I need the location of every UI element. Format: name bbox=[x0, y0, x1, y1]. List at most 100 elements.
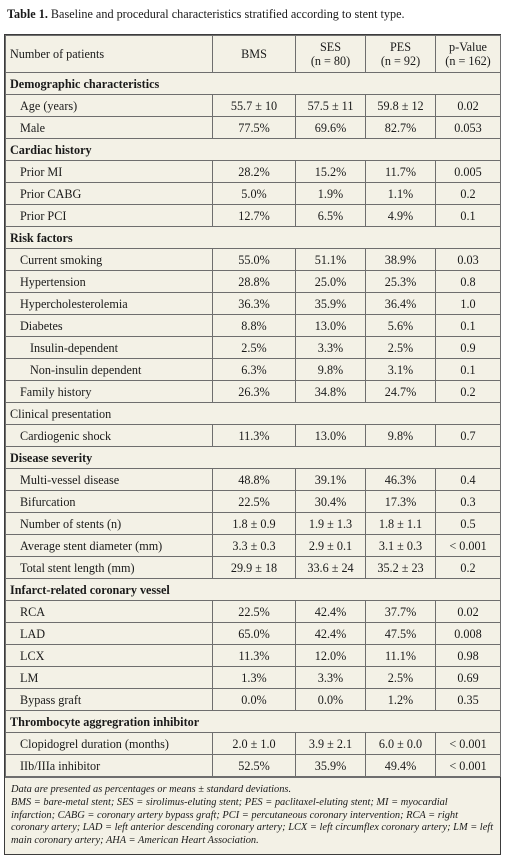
header-bms: BMS bbox=[212, 35, 296, 73]
cell-pes: 4.9% bbox=[365, 204, 436, 227]
section-label: Cardiac history bbox=[5, 138, 501, 161]
cell-p-value: 0.7 bbox=[435, 424, 501, 447]
cell-ses: 33.6 ± 24 bbox=[295, 556, 366, 579]
header-pes-name: PES bbox=[389, 40, 411, 54]
cell-pes: 49.4% bbox=[365, 754, 436, 777]
cell-pes: 11.1% bbox=[365, 644, 436, 667]
cell-ses: 30.4% bbox=[295, 490, 366, 513]
table-row: Current smoking 55.0% 51.1% 38.9% 0.03 bbox=[5, 248, 501, 271]
row-label: Multi-vessel disease bbox=[5, 468, 213, 491]
header-p-value-name: p-Value bbox=[449, 40, 487, 54]
cell-bms: 65.0% bbox=[212, 622, 296, 645]
table-row: Age (years) 55.7 ± 10 57.5 ± 11 59.8 ± 12 0.… bbox=[5, 94, 501, 117]
row-label: Prior PCI bbox=[5, 204, 213, 227]
cell-pes: 59.8 ± 12 bbox=[365, 94, 436, 117]
cell-bms: 22.5% bbox=[212, 490, 296, 513]
cell-pes: 9.8% bbox=[365, 424, 436, 447]
cell-bms: 55.7 ± 10 bbox=[212, 94, 296, 117]
cell-bms: 77.5% bbox=[212, 116, 296, 139]
table-notes: Data are presented as percentages or mea… bbox=[5, 777, 500, 854]
row-label: Prior MI bbox=[5, 160, 213, 183]
table-row: Number of stents (n) 1.8 ± 0.9 1.9 ± 1.3 1.… bbox=[5, 512, 501, 535]
row-label: Average stent diameter (mm) bbox=[5, 534, 213, 557]
row-label: LM bbox=[5, 666, 213, 689]
cell-p-value: 0.2 bbox=[435, 556, 501, 579]
row-label: IIb/IIIa inhibitor bbox=[5, 754, 213, 777]
section-label: Risk factors bbox=[5, 226, 501, 249]
cell-pes: 35.2 ± 23 bbox=[365, 556, 436, 579]
cell-ses: 9.8% bbox=[295, 358, 366, 381]
section-row: Demographic characteristics bbox=[5, 72, 501, 95]
section-label: Disease severity bbox=[5, 446, 501, 469]
table-row: Diabetes 8.8% 13.0% 5.6% 0.1 bbox=[5, 314, 501, 337]
cell-pes: 6.0 ± 0.0 bbox=[365, 732, 436, 755]
cell-ses: 42.4% bbox=[295, 600, 366, 623]
cell-bms: 3.3 ± 0.3 bbox=[212, 534, 296, 557]
cell-p-value: 0.2 bbox=[435, 380, 501, 403]
cell-pes: 37.7% bbox=[365, 600, 436, 623]
notes-line-2: BMS = bare-metal stent; SES = sirolimus-… bbox=[11, 796, 494, 847]
cell-pes: 5.6% bbox=[365, 314, 436, 337]
cell-bms: 8.8% bbox=[212, 314, 296, 337]
notes-line-1: Data are presented as percentages or mea… bbox=[11, 784, 292, 795]
header-p-value-n: (n = 162) bbox=[445, 54, 491, 68]
header-ses-n: (n = 80) bbox=[310, 54, 351, 68]
cell-ses: 6.5% bbox=[295, 204, 366, 227]
table-row: Hypertension 28.8% 25.0% 25.3% 0.8 bbox=[5, 270, 501, 293]
cell-bms: 36.3% bbox=[212, 292, 296, 315]
cell-p-value: 0.008 bbox=[435, 622, 501, 645]
section-label: Clinical presentation bbox=[5, 402, 501, 425]
cell-ses: 1.9% bbox=[295, 182, 366, 205]
header-ses-name: SES bbox=[319, 40, 341, 54]
table-body: Demographic characteristics Age (years) 55… bbox=[5, 72, 501, 777]
cell-p-value: 0.9 bbox=[435, 336, 501, 359]
cell-ses: 39.1% bbox=[295, 468, 366, 491]
header-ses: SES (n = 80) bbox=[295, 35, 366, 73]
row-label: Male bbox=[5, 116, 213, 139]
section-row: Infarct-related coronary vessel bbox=[5, 578, 501, 601]
cell-ses: 3.9 ± 2.1 bbox=[295, 732, 366, 755]
cell-p-value: 0.005 bbox=[435, 160, 501, 183]
row-label: LAD bbox=[5, 622, 213, 645]
table-header-row: Number of patients BMS SES (n = 80) PES (n… bbox=[5, 35, 501, 73]
cell-pes: 46.3% bbox=[365, 468, 436, 491]
row-label: Number of stents (n) bbox=[5, 512, 213, 535]
table-row: LAD 65.0% 42.4% 47.5% 0.008 bbox=[5, 622, 501, 645]
cell-bms: 6.3% bbox=[212, 358, 296, 381]
cell-ses: 0.0% bbox=[295, 688, 366, 711]
cell-p-value: 0.03 bbox=[435, 248, 501, 271]
cell-p-value: 0.02 bbox=[435, 94, 501, 117]
table-row: Cardiogenic shock 11.3% 13.0% 9.8% 0.7 bbox=[5, 424, 501, 447]
cell-pes: 24.7% bbox=[365, 380, 436, 403]
table-row: Family history 26.3% 34.8% 24.7% 0.2 bbox=[5, 380, 501, 403]
table-row: IIb/IIIa inhibitor 52.5% 35.9% 49.4% < 0.001 bbox=[5, 754, 501, 777]
row-label: Current smoking bbox=[5, 248, 213, 271]
cell-ses: 69.6% bbox=[295, 116, 366, 139]
cell-ses: 51.1% bbox=[295, 248, 366, 271]
cell-ses: 42.4% bbox=[295, 622, 366, 645]
cell-pes: 36.4% bbox=[365, 292, 436, 315]
cell-pes: 2.5% bbox=[365, 666, 436, 689]
table-row: LM 1.3% 3.3% 2.5% 0.69 bbox=[5, 666, 501, 689]
cell-bms: 26.3% bbox=[212, 380, 296, 403]
cell-ses: 3.3% bbox=[295, 666, 366, 689]
section-label: Thrombocyte aggregration inhibitor bbox=[5, 710, 501, 733]
table-row: Prior CABG 5.0% 1.9% 1.1% 0.2 bbox=[5, 182, 501, 205]
cell-pes: 82.7% bbox=[365, 116, 436, 139]
cell-p-value: 0.2 bbox=[435, 182, 501, 205]
cell-ses: 13.0% bbox=[295, 314, 366, 337]
cell-ses: 34.8% bbox=[295, 380, 366, 403]
cell-ses: 12.0% bbox=[295, 644, 366, 667]
row-label: Cardiogenic shock bbox=[5, 424, 213, 447]
header-p-value: p-Value (n = 162) bbox=[435, 35, 501, 73]
cell-pes: 1.1% bbox=[365, 182, 436, 205]
section-row: Risk factors bbox=[5, 226, 501, 249]
cell-bms: 1.3% bbox=[212, 666, 296, 689]
cell-p-value: 0.8 bbox=[435, 270, 501, 293]
table-row: Insulin-dependent 2.5% 3.3% 2.5% 0.9 bbox=[5, 336, 501, 359]
row-label: Total stent length (mm) bbox=[5, 556, 213, 579]
section-row: Thrombocyte aggregration inhibitor bbox=[5, 710, 501, 733]
cell-pes: 17.3% bbox=[365, 490, 436, 513]
cell-bms: 1.8 ± 0.9 bbox=[212, 512, 296, 535]
cell-p-value: 0.1 bbox=[435, 358, 501, 381]
